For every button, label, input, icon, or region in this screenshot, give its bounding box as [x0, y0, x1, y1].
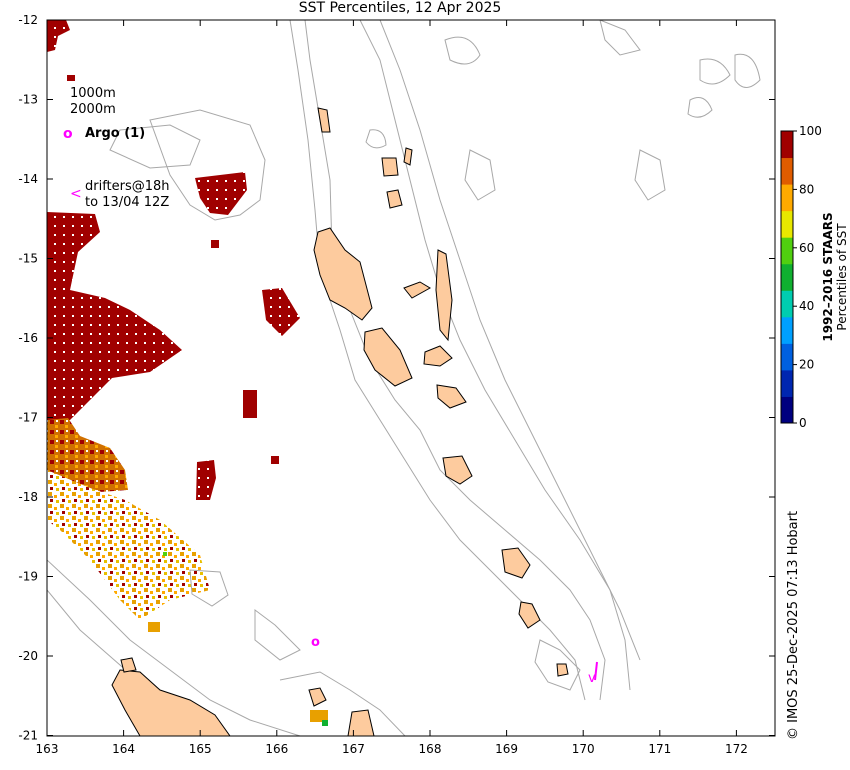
colorbar-segment [781, 210, 793, 238]
island-belep [120, 657, 137, 673]
legend-drifter-label-2: to 13/04 12Z [85, 195, 169, 210]
island-mid [386, 189, 403, 209]
island-aneityum [556, 663, 569, 677]
colorbar-segment [781, 343, 793, 371]
sst-patch-ne [195, 172, 247, 215]
x-tick-label: 167 [342, 742, 365, 756]
colorbar-tick-label: 40 [799, 299, 814, 313]
map-title: SST Percentiles, 12 Apr 2025 [298, 0, 502, 16]
colorbar-segment [781, 263, 793, 291]
sst-patch-central [262, 288, 300, 336]
map-legend: 1000m 2000m o Argo (1) < drifters@18h to… [63, 86, 170, 210]
colorbar-label-1: 1992–2016 STAARS [821, 212, 835, 341]
x-tick-label: 164 [112, 742, 135, 756]
island-banks-2 [403, 147, 413, 166]
island-erromango [501, 547, 531, 579]
sst-patch-warm [47, 470, 210, 620]
x-tick-label: 170 [572, 742, 595, 756]
y-tick-label: -15 [18, 252, 38, 266]
x-tick-label: 163 [36, 742, 59, 756]
x-tick-label: 171 [648, 742, 671, 756]
colorbar-segment [781, 290, 793, 318]
x-tick-label: 165 [189, 742, 212, 756]
land-masses [111, 107, 569, 736]
island-new-caledonia [111, 669, 231, 736]
drifter-track [594, 661, 598, 681]
y-axis-ticks: -12 -13 -14 -15 -16 -17 -18 -19 -20 -21 [18, 13, 775, 743]
y-tick-label: -14 [18, 172, 38, 186]
island-loyalty [308, 687, 327, 707]
island-lifou [347, 709, 375, 736]
colorbar-segment [781, 316, 793, 344]
y-tick-label: -21 [18, 729, 38, 743]
island-epi [436, 384, 467, 409]
x-tick-label: 172 [725, 742, 748, 756]
colorbar-ticks: 0 20 40 60 80 100 [793, 124, 822, 430]
colorbar-segment [781, 369, 793, 397]
sst-percentile-field [47, 20, 328, 726]
island-tanna [518, 601, 541, 629]
colorbar-tick-label: 20 [799, 358, 814, 372]
y-tick-label: -19 [18, 570, 38, 584]
island-pentecost [423, 345, 453, 367]
legend-drifter-label-1: drifters@18h [85, 179, 170, 194]
colorbar-tick-label: 80 [799, 182, 814, 196]
colorbar-tick-label: 0 [799, 416, 807, 430]
y-tick-label: -17 [18, 411, 38, 425]
y-tick-label: -20 [18, 649, 38, 663]
island-espiritu-santo [313, 227, 373, 321]
island-malekula [363, 327, 413, 387]
colorbar-segments [781, 131, 793, 424]
island-ambae [403, 281, 431, 299]
colorbar-label-2: Percentiles of SST [835, 223, 849, 331]
y-tick-label: -18 [18, 490, 38, 504]
x-tick-label: 168 [419, 742, 442, 756]
island-efate [442, 455, 473, 485]
drifter-marker: v [588, 671, 596, 686]
y-tick-label: -12 [18, 13, 38, 27]
legend-contour-2000m: 2000m [70, 102, 116, 117]
colorbar-tick-label: 60 [799, 241, 814, 255]
colorbar-tick-label: 100 [799, 124, 822, 138]
legend-drifter-symbol: < [70, 186, 82, 202]
x-tick-label: 166 [265, 742, 288, 756]
x-axis-ticks: 163 164 165 166 167 168 169 170 171 172 [36, 20, 748, 756]
island-torres-1 [317, 107, 331, 133]
legend-argo-label: Argo (1) [85, 126, 145, 141]
island-maewo [435, 249, 453, 342]
legend-argo-symbol: o [63, 126, 73, 142]
sst-patch-mixed [47, 418, 128, 492]
argo-float-marker: o [311, 635, 320, 650]
credit-line: © IMOS 25-Dec-2025 07:13 Hobart [786, 510, 801, 740]
legend-contour-1000m: 1000m [70, 86, 116, 101]
sst-patch-north [47, 20, 70, 52]
contour-1000m [304, 20, 606, 701]
colorbar-segment [781, 184, 793, 212]
colorbar-segment [781, 131, 793, 159]
sst-patch-island [196, 460, 216, 500]
colorbar: 0 20 40 60 80 100 1992–2016 STAARS Percentile… [780, 124, 849, 430]
colorbar-frame [780, 130, 794, 424]
colorbar-segment [781, 157, 793, 185]
y-tick-label: -16 [18, 331, 38, 345]
plot-frame [46, 19, 776, 737]
sst-patch-main [47, 212, 182, 424]
colorbar-segment [781, 396, 793, 424]
y-tick-label: -13 [18, 93, 38, 107]
colorbar-segment [781, 237, 793, 265]
x-tick-label: 169 [495, 742, 518, 756]
observation-markers: o v [311, 635, 598, 686]
island-banks-1 [381, 157, 399, 177]
